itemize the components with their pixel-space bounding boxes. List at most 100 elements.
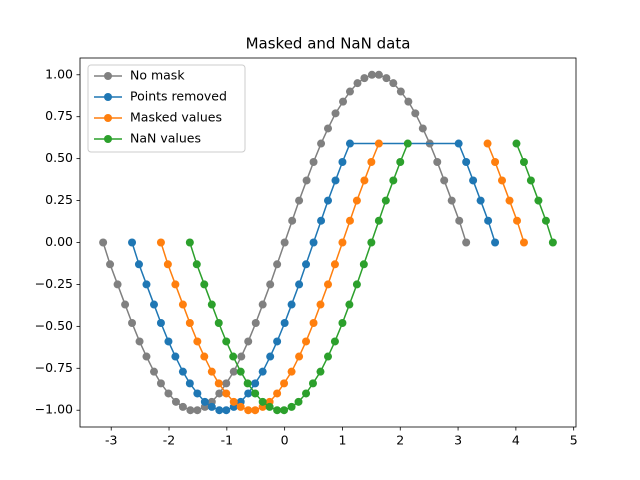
- data-point: [229, 352, 238, 361]
- data-point: [251, 406, 260, 415]
- data-point: [236, 402, 245, 411]
- y-tick-label: 0.25: [45, 192, 73, 207]
- data-point: [164, 389, 173, 398]
- data-point: [99, 238, 108, 247]
- data-point: [128, 238, 137, 247]
- data-point: [294, 397, 303, 406]
- data-point: [505, 196, 514, 205]
- x-tick-label: 1: [338, 433, 346, 448]
- data-point: [396, 87, 405, 96]
- data-point: [134, 260, 143, 269]
- data-point: [382, 74, 391, 83]
- data-point: [513, 216, 522, 225]
- data-point: [171, 280, 180, 289]
- data-point: [163, 260, 172, 269]
- data-point: [244, 337, 253, 346]
- data-point: [309, 157, 318, 166]
- data-point: [266, 280, 275, 289]
- data-point: [302, 260, 311, 269]
- data-point: [338, 238, 347, 247]
- data-point: [178, 367, 187, 376]
- data-point: [149, 367, 158, 376]
- data-point: [171, 397, 180, 406]
- data-point: [498, 176, 507, 185]
- data-point: [178, 402, 187, 411]
- y-tick-label: −0.50: [35, 318, 73, 333]
- data-point: [338, 319, 347, 328]
- legend-marker: [104, 114, 112, 122]
- data-point: [193, 337, 202, 346]
- data-point: [251, 389, 260, 398]
- data-point: [287, 367, 296, 376]
- x-tick-label: 3: [454, 433, 462, 448]
- data-point: [330, 337, 339, 346]
- data-point: [229, 367, 238, 376]
- x-tick-label: -2: [163, 433, 175, 448]
- legend-marker: [104, 93, 112, 101]
- data-point: [331, 176, 340, 185]
- data-point: [302, 389, 311, 398]
- y-tick-label: −0.75: [35, 360, 73, 375]
- data-point: [317, 216, 326, 225]
- data-point: [381, 196, 390, 205]
- data-point: [106, 260, 115, 269]
- data-point: [280, 379, 289, 388]
- data-point: [280, 319, 289, 328]
- y-tick-label: −1.00: [35, 402, 73, 417]
- data-point: [352, 196, 361, 205]
- data-point: [374, 216, 383, 225]
- legend-label: NaN values: [130, 131, 201, 146]
- y-tick-label: 0.50: [45, 150, 73, 165]
- data-point: [222, 337, 231, 346]
- data-point: [345, 300, 354, 309]
- data-point: [389, 176, 398, 185]
- data-point: [178, 300, 187, 309]
- data-point: [251, 379, 260, 388]
- data-point: [121, 300, 130, 309]
- x-tick-label: -1: [221, 433, 233, 448]
- data-point: [519, 157, 528, 166]
- y-tick-label: −0.25: [35, 276, 73, 291]
- data-point: [367, 157, 376, 166]
- x-tick-label: 0: [281, 433, 289, 448]
- data-point: [374, 70, 383, 79]
- data-point: [345, 139, 354, 148]
- data-point: [207, 402, 216, 411]
- legend-marker: [104, 72, 112, 80]
- data-point: [258, 367, 267, 376]
- data-point: [258, 300, 267, 309]
- data-point: [534, 196, 543, 205]
- data-point: [164, 337, 173, 346]
- data-point: [193, 406, 202, 415]
- x-tick-label: 2: [396, 433, 404, 448]
- data-point: [244, 406, 253, 415]
- data-point: [302, 337, 311, 346]
- data-point: [396, 157, 405, 166]
- legend-label: Masked values: [130, 110, 222, 125]
- data-point: [280, 238, 289, 247]
- data-point: [330, 260, 339, 269]
- data-point: [367, 238, 376, 247]
- data-point: [258, 397, 267, 406]
- data-point: [193, 389, 202, 398]
- data-point: [308, 379, 317, 388]
- legend-box: [87, 64, 246, 153]
- data-point: [345, 216, 354, 225]
- data-point: [462, 238, 471, 247]
- data-point: [440, 176, 449, 185]
- data-point: [142, 280, 151, 289]
- data-point: [251, 319, 260, 328]
- data-point: [519, 238, 528, 247]
- data-point: [265, 402, 274, 411]
- data-point: [360, 176, 369, 185]
- data-point: [491, 238, 500, 247]
- data-point: [215, 389, 224, 398]
- data-point: [338, 157, 347, 166]
- data-point: [185, 379, 194, 388]
- data-point: [316, 300, 325, 309]
- data-point: [411, 109, 420, 118]
- x-tick-label: 5: [570, 433, 578, 448]
- legend-label: Points removed: [130, 89, 227, 104]
- data-point: [476, 196, 485, 205]
- data-point: [309, 238, 318, 247]
